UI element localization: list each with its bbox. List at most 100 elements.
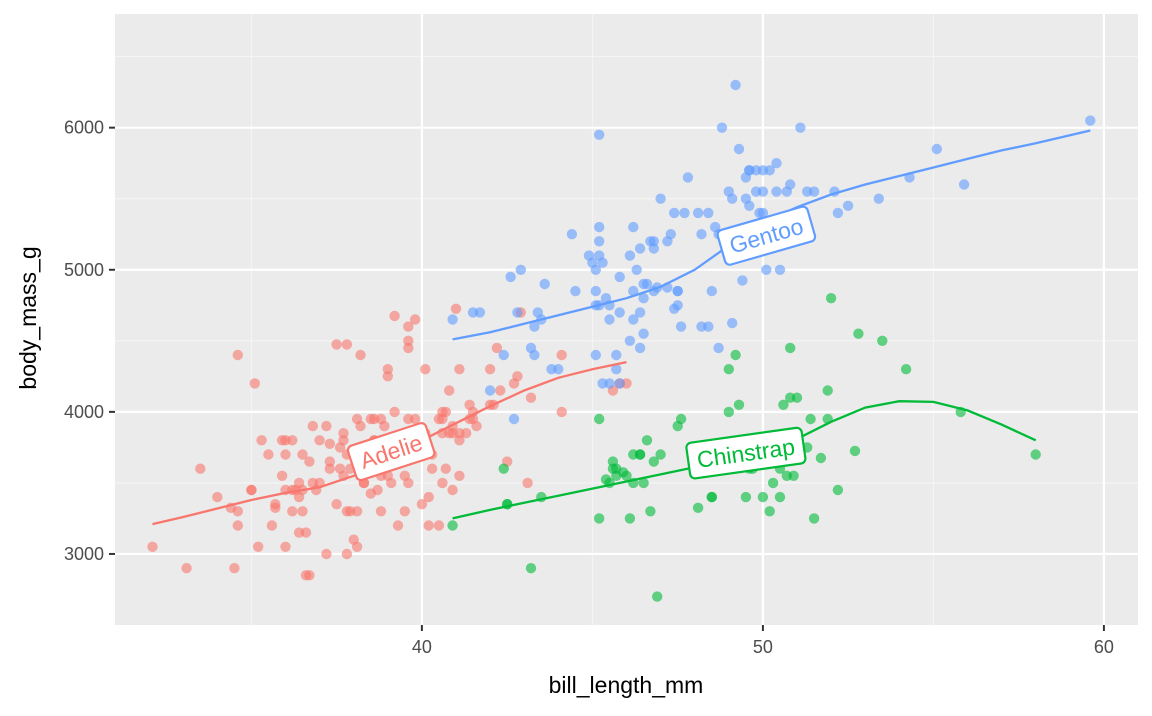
gentoo-point [474,307,486,318]
gentoo-point [750,186,762,197]
adelie-point [454,428,465,439]
adelie-point [280,435,291,446]
adelie-point [386,477,397,489]
gentoo-point [638,328,649,339]
chinstrap-point [634,449,646,460]
chinstrap-point [607,463,619,474]
adelie-point [454,364,465,375]
chinstrap-point [645,506,656,517]
chinstrap-point [853,328,864,339]
gentoo-point [590,285,601,297]
adelie-point [321,548,332,560]
chinstrap-point [774,491,786,503]
adelie-point [331,339,342,350]
gentoo-point [624,335,636,346]
gentoo-point [614,271,625,283]
gentoo-point [628,314,639,325]
adelie-point [416,499,428,510]
y-tick-label: 4000 [64,402,104,422]
chinstrap-point [815,452,827,464]
adelie-point [229,563,240,574]
adelie-point [420,364,431,375]
adelie-point [147,541,158,552]
chinstrap-point [652,591,663,602]
adelie-point [270,502,281,513]
adelie-point [304,570,315,581]
gentoo-point [744,165,755,176]
gentoo-point [842,200,854,211]
chinstrap-point [648,456,659,467]
gentoo-point [515,264,526,275]
adelie-point [304,456,315,467]
chinstrap-point [832,484,844,496]
adelie-point [426,463,438,474]
chinstrap-point [730,349,741,361]
gentoo-point [570,285,581,297]
chinstrap-point [788,470,799,481]
adelie-point [181,563,192,574]
adelie-point [389,406,400,418]
chinstrap-point [525,563,537,574]
chinstrap-point [733,399,745,410]
adelie-point [369,413,380,425]
adelie-point [365,488,376,499]
gentoo-point [716,122,728,133]
adelie-point [351,541,363,552]
axis-ticks [109,126,1105,631]
x-axis-title: bill_length_mm [549,672,704,698]
adelie-point [464,399,475,410]
adelie-point [232,506,243,517]
gentoo-point [675,321,687,332]
gentoo-point [682,172,694,183]
gentoo-point [624,250,636,261]
adelie-point [263,449,274,460]
chinstrap-point [624,513,636,524]
gentoo-point [611,349,622,361]
gentoo-point [740,193,752,204]
chinstrap-label-box [685,426,807,480]
chinstrap-point [723,364,734,375]
gentoo-point [505,271,516,283]
adelie-point [556,349,567,361]
adelie-point [212,491,223,503]
gentoo-point [634,243,646,254]
y-tick-label: 3000 [64,544,104,564]
adelie-point [437,406,448,418]
gentoo-point [634,342,646,354]
gentoo-point [672,285,683,297]
gentoo-point [958,179,970,190]
chinstrap-point [723,406,734,418]
adelie-point [382,364,393,375]
adelie-point [403,477,414,489]
tick-labels: 40 50 60 3000 4000 5000 6000 [64,118,1114,657]
gentoo-point [761,264,772,275]
chinstrap-point [764,506,775,517]
gentoo-point [594,221,605,233]
gentoo-point [832,207,844,219]
adelie-point [433,520,445,531]
chinstrap-point [1030,449,1041,460]
chinstrap-point [641,435,653,446]
gentoo-point [774,264,786,275]
chinstrap-point [621,470,632,481]
x-tick-label: 60 [1094,637,1114,657]
y-tick-label: 6000 [64,118,104,138]
adelie-point [276,470,288,481]
adelie-point [392,520,404,531]
gentoo-point [628,221,639,233]
adelie-point [300,527,312,538]
adelie-point [484,364,496,375]
x-tick-label: 50 [753,637,773,657]
chinstrap-point [498,463,509,474]
adelie-point [522,477,533,489]
gentoo-point [590,264,601,275]
gentoo-point [638,293,649,304]
gentoo-point [604,378,615,389]
adelie-point [450,303,462,314]
major-gridlines [115,14,1138,625]
adelie-point [321,420,332,432]
gentoo-point [808,186,820,197]
gentoo-point [669,207,680,219]
gentoo-point [692,207,704,219]
adelie-point [345,506,356,517]
